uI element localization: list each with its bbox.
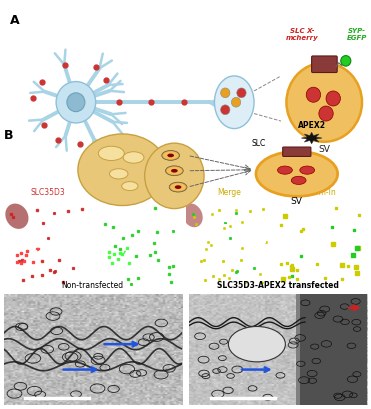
FancyBboxPatch shape [296, 294, 367, 405]
Circle shape [175, 185, 181, 189]
Ellipse shape [78, 134, 167, 206]
Circle shape [232, 97, 241, 107]
Circle shape [319, 106, 333, 121]
Ellipse shape [214, 76, 254, 128]
Circle shape [229, 326, 285, 362]
Ellipse shape [145, 143, 204, 209]
Circle shape [166, 166, 183, 175]
Text: SLC35D3-APEX2 transfected: SLC35D3-APEX2 transfected [217, 281, 339, 290]
FancyBboxPatch shape [283, 147, 311, 157]
Text: A: A [10, 14, 20, 27]
Circle shape [221, 105, 230, 115]
Text: SLC X-
mcherry: SLC X- mcherry [286, 28, 318, 41]
Circle shape [56, 81, 96, 123]
Circle shape [237, 88, 246, 98]
Text: Non-transfected: Non-transfected [62, 281, 124, 290]
Text: Zoom-In: Zoom-In [305, 188, 336, 197]
Circle shape [170, 183, 186, 191]
Text: B: B [4, 129, 13, 142]
Circle shape [291, 176, 306, 184]
Circle shape [98, 146, 124, 161]
Text: SV: SV [318, 145, 330, 154]
Text: SYP: SYP [132, 188, 145, 197]
FancyBboxPatch shape [189, 294, 300, 405]
Circle shape [122, 182, 138, 191]
Text: SLC: SLC [251, 139, 265, 148]
Circle shape [123, 152, 144, 163]
Circle shape [326, 91, 341, 106]
Text: SLC35D3: SLC35D3 [30, 188, 65, 197]
Circle shape [286, 63, 362, 142]
Ellipse shape [182, 203, 203, 227]
Circle shape [171, 169, 178, 173]
Circle shape [300, 166, 315, 174]
Circle shape [67, 93, 85, 112]
Circle shape [167, 154, 174, 157]
Circle shape [109, 169, 128, 179]
Circle shape [341, 56, 351, 66]
Circle shape [162, 151, 179, 160]
Polygon shape [301, 133, 322, 144]
Text: SV: SV [291, 197, 303, 206]
FancyBboxPatch shape [312, 56, 337, 72]
Text: SYP-
EGFP: SYP- EGFP [347, 28, 368, 41]
Circle shape [221, 88, 230, 98]
Circle shape [306, 87, 321, 102]
Ellipse shape [5, 204, 29, 229]
Circle shape [256, 151, 338, 196]
Text: APEX2: APEX2 [298, 121, 326, 130]
Text: Merge: Merge [217, 188, 242, 197]
Circle shape [278, 166, 292, 174]
